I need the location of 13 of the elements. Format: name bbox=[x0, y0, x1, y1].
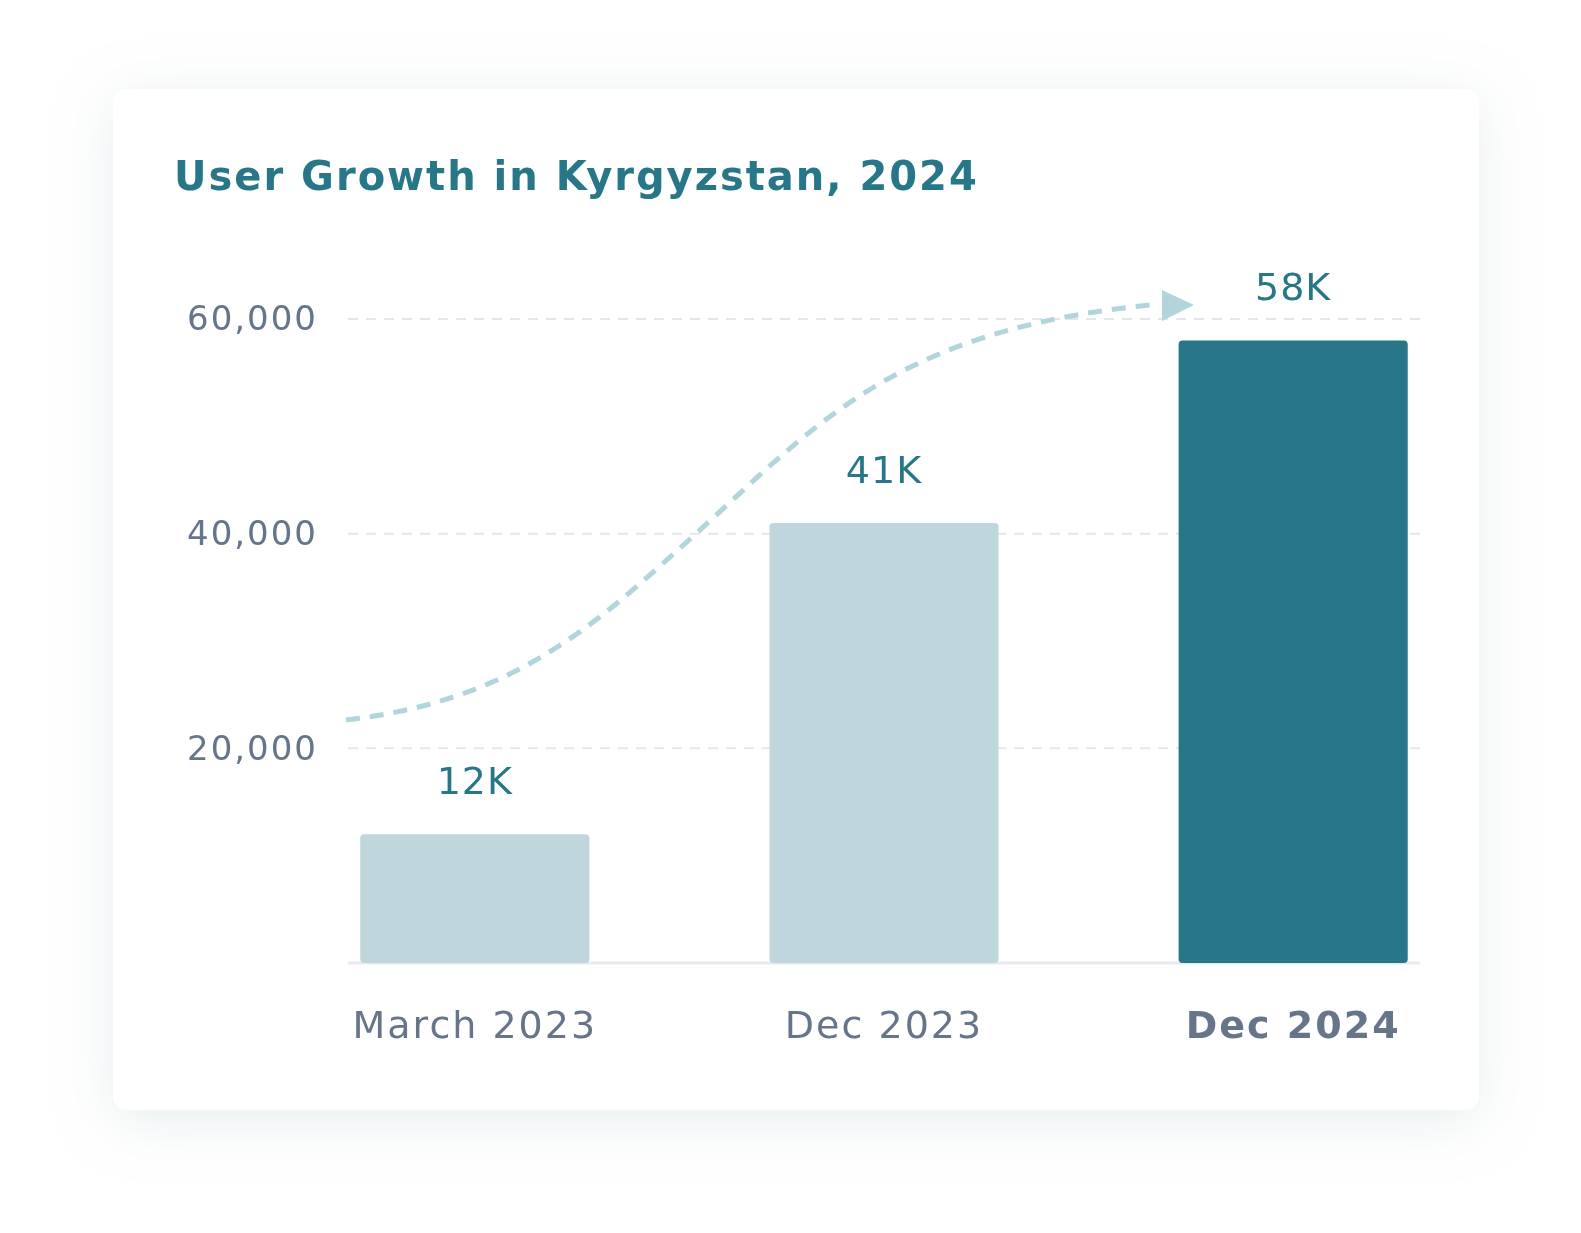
bar bbox=[769, 522, 999, 963]
bar bbox=[360, 834, 590, 963]
x-tick-label: March 2023 bbox=[352, 1002, 598, 1047]
x-tick-label: Dec 2024 bbox=[1185, 1002, 1401, 1047]
data-label: 41K bbox=[845, 447, 923, 492]
y-tick-label: 60,000 bbox=[187, 298, 318, 339]
chart-title: User Growth in Kyrgyzstan, 2024 bbox=[174, 153, 979, 199]
data-label: 12K bbox=[436, 759, 514, 804]
y-tick-label: 40,000 bbox=[187, 513, 318, 554]
y-tick-label: 20,000 bbox=[187, 727, 318, 768]
data-label: 58K bbox=[1255, 265, 1332, 310]
bar bbox=[1178, 340, 1408, 963]
x-tick-label: Dec 2023 bbox=[784, 1002, 984, 1047]
